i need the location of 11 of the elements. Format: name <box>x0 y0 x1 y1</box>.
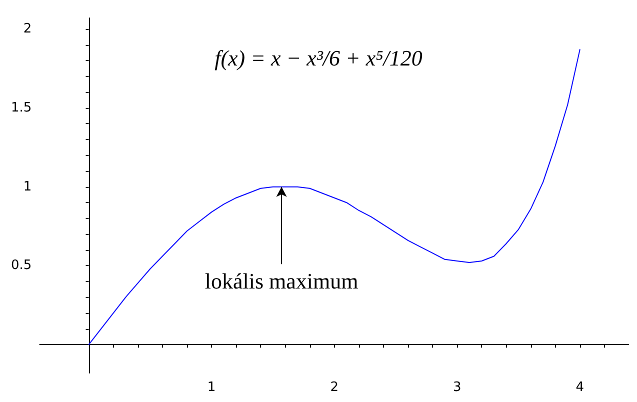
x-tick-label: 4 <box>576 380 584 395</box>
x-tick-label: 1 <box>207 380 216 395</box>
y-tick-label: 2 <box>23 22 32 37</box>
annotation: lokális maximum <box>204 268 358 294</box>
x-tick-label: 3 <box>452 380 462 395</box>
line-series <box>88 49 580 346</box>
y-tick-label: 0.5 <box>10 258 32 274</box>
x-tick-label: 2 <box>330 380 338 395</box>
y-tick-label: 1 <box>23 179 32 194</box>
text: f(x) = x − x³/6 + x⁵/120 <box>214 46 422 70</box>
y-tick-label: 1.5 <box>10 100 32 116</box>
